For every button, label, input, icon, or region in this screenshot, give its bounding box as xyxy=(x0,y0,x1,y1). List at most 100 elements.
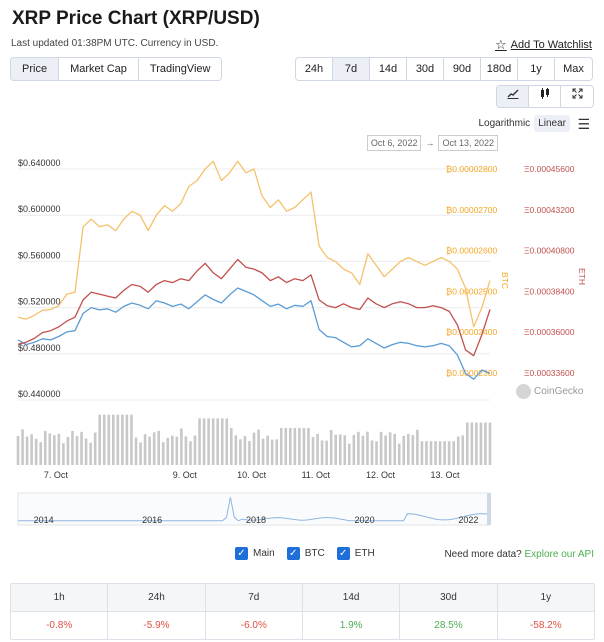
range-24h[interactable]: 24h xyxy=(296,58,333,80)
volume-bar xyxy=(66,436,70,465)
legend-item-main[interactable]: ✓ Main xyxy=(235,547,275,560)
btc-axis-tick-label: ₿0.00002600 xyxy=(446,246,497,256)
volume-bar xyxy=(348,443,351,465)
period-header: 30d xyxy=(400,584,498,611)
volume-bar xyxy=(402,435,406,465)
range-30d[interactable]: 30d xyxy=(407,58,444,80)
performance-values-row: -0.8% -5.9% -6.0% 1.9% 28.5% -58.2% xyxy=(11,611,594,639)
change-value: -58.2% xyxy=(529,620,562,631)
volume-bar xyxy=(211,418,215,465)
volume-bar xyxy=(189,441,192,465)
volume-bar xyxy=(325,440,328,465)
navigator-tick-label: 2016 xyxy=(142,515,162,525)
period-header: 24h xyxy=(108,584,206,611)
scale-linear[interactable]: Linear xyxy=(534,115,570,132)
volume-bar xyxy=(180,428,183,465)
volume-bar xyxy=(198,418,201,465)
volume-bar xyxy=(57,433,61,465)
y-axis-tick-label: $0.480000 xyxy=(18,343,61,353)
x-axis-tick-label: 13. Oct xyxy=(430,470,460,480)
volume-bar xyxy=(379,431,383,465)
volume-bar xyxy=(316,433,319,465)
volume-bar xyxy=(320,440,324,465)
x-axis-tick-label: 7. Oct xyxy=(44,470,69,480)
tab-tradingview[interactable]: TradingView xyxy=(138,58,222,80)
legend-item-btc[interactable]: ✓ BTC xyxy=(286,547,325,560)
volume-bar xyxy=(171,435,174,465)
volume-bar xyxy=(125,414,129,465)
volume-bar xyxy=(239,439,242,465)
volume-bar xyxy=(43,430,47,465)
volume-bar xyxy=(429,441,433,465)
volume-bar xyxy=(311,436,315,465)
x-axis-tick-label: 10. Oct xyxy=(237,470,267,480)
explore-api-link[interactable]: Explore our API xyxy=(524,549,594,560)
volume-bar xyxy=(293,427,297,465)
volume-bar xyxy=(352,434,356,465)
change-value: -0.8% xyxy=(11,612,109,639)
volume-bar xyxy=(202,418,206,465)
range-7d[interactable]: 7d xyxy=(333,58,370,80)
range-180d[interactable]: 180d xyxy=(481,58,518,80)
volume-bar xyxy=(207,418,210,465)
change-value: -5.9% xyxy=(108,612,206,639)
range-max[interactable]: Max xyxy=(555,58,592,80)
volume-bar xyxy=(384,435,387,465)
date-to-input[interactable]: Oct 13, 2022 xyxy=(438,135,498,151)
range-14d[interactable]: 14d xyxy=(370,58,407,80)
volume-bar xyxy=(266,435,269,465)
volume-bar xyxy=(329,429,333,465)
volume-bar xyxy=(388,432,392,465)
volume-bar xyxy=(53,435,56,465)
volume-bar xyxy=(479,422,483,465)
candlestick-icon[interactable] xyxy=(529,86,561,107)
volume-bar xyxy=(289,427,292,465)
volume-bar xyxy=(475,422,478,465)
volume-bar xyxy=(307,427,310,465)
tab-price[interactable]: Price xyxy=(11,58,60,80)
volume-bar xyxy=(234,435,238,465)
volume-bar xyxy=(334,434,337,465)
date-from-input[interactable]: Oct 6, 2022 xyxy=(366,135,422,151)
change-value: 1.9% xyxy=(303,612,401,639)
range-90d[interactable]: 90d xyxy=(444,58,481,80)
fullscreen-icon[interactable] xyxy=(561,86,593,107)
volume-bar xyxy=(470,422,474,465)
scale-logarithmic[interactable]: Logarithmic xyxy=(478,118,531,129)
x-axis-tick-label: 9. Oct xyxy=(173,470,198,480)
tab-market-cap[interactable]: Market Cap xyxy=(59,58,139,80)
legend-item-eth[interactable]: ✓ ETH xyxy=(336,547,375,560)
page-title: XRP Price Chart (XRP/USD) xyxy=(12,8,260,29)
volume-bar xyxy=(139,442,142,465)
price-chart[interactable]: $0.640000 $0.600000 $0.560000 $0.520000 $0.4… xyxy=(0,150,604,530)
volume-bar xyxy=(279,427,283,465)
hamburger-menu-icon[interactable]: ☰ xyxy=(577,116,590,132)
navigator-tick-label: 2022 xyxy=(458,515,478,525)
series-line-main xyxy=(17,287,491,380)
volume-bar xyxy=(261,438,265,465)
line-chart-icon[interactable] xyxy=(497,86,529,107)
checkbox-checked-icon: ✓ xyxy=(286,547,300,560)
y-axis-tick-label: $0.560000 xyxy=(18,250,61,260)
volume-bar xyxy=(488,422,492,465)
volume-bar xyxy=(80,431,83,465)
volume-bar xyxy=(193,435,197,465)
volume-bar xyxy=(121,414,124,465)
volume-bar xyxy=(484,422,487,465)
x-axis-tick-label: 12. Oct xyxy=(366,470,396,480)
add-to-watchlist-link[interactable]: ☆ Add To Watchlist xyxy=(495,37,592,53)
volume-bar xyxy=(220,418,224,465)
range-1y[interactable]: 1y xyxy=(518,58,555,80)
eth-axis-tick-label: Ξ0.00043200 xyxy=(524,205,575,215)
volume-bar xyxy=(152,432,156,465)
volume-bar xyxy=(75,435,79,465)
volume-bar xyxy=(62,443,65,465)
btc-axis-tick-label: ₿0.00002500 xyxy=(446,286,497,296)
period-header: 14d xyxy=(302,584,401,611)
volume-bar xyxy=(166,437,170,465)
volume-bar xyxy=(461,435,465,465)
volume-bar xyxy=(93,432,97,465)
btc-axis-tick-label: ₿0.00002400 xyxy=(446,327,497,337)
volume-bar xyxy=(102,414,106,465)
checkbox-checked-icon: ✓ xyxy=(235,547,248,560)
